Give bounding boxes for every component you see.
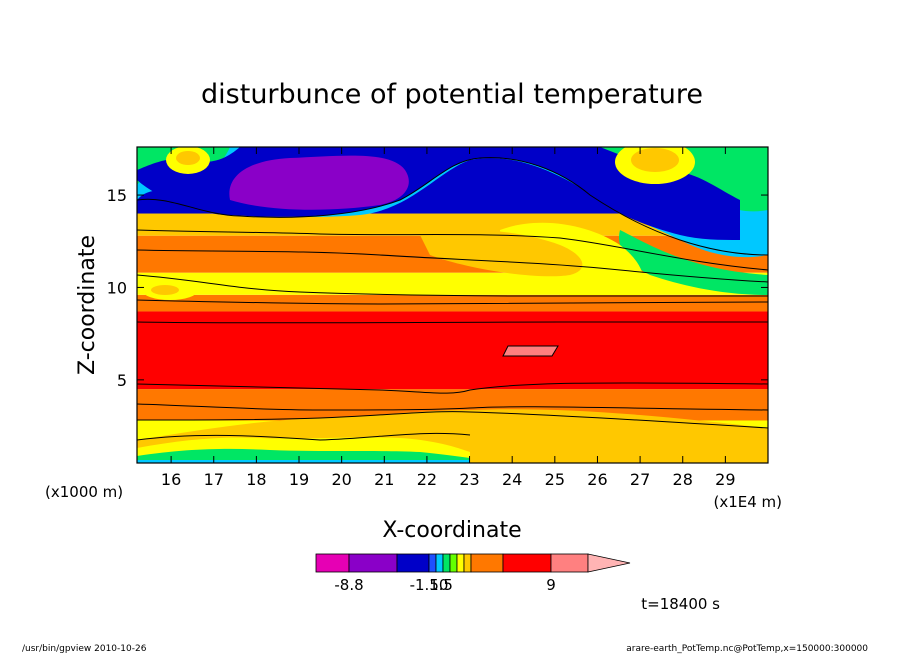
y-axis-label: Z-coordinate [75,235,100,375]
x-tick-label: 26 [587,470,607,489]
warm-cell-left-mid-core [151,285,179,295]
contour-band-4 [137,311,768,390]
footer-left: /usr/bin/gpview 2010-10-26 [22,644,147,654]
colorbar-segment [428,553,437,573]
colorbar: -8.8 -1.501.5 9 [315,553,631,594]
colorbar-label: 9 [546,576,556,594]
x-unit-right: (x1E4 m) [713,493,782,511]
warm-max-pink [502,345,559,357]
colorbar-label: -8.8 [334,576,363,594]
x-axis: 16 17 18 19 20 21 22 23 24 25 26 27 28 29 [161,147,736,489]
cold-layer-green-lower-right [619,230,768,295]
x-tick-label: 22 [417,470,437,489]
x-tick-label: 24 [502,470,522,489]
plot-frame [136,146,769,464]
colorbar-segment [470,553,504,573]
x-tick-label: 16 [161,470,181,489]
y-tick-label: 15 [107,186,127,205]
colorbar-segment [435,553,444,573]
x-tick-label: 18 [246,470,266,489]
x-tick-label: 21 [374,470,394,489]
x-tick-label: 25 [545,470,565,489]
colorbar-segment [502,553,552,573]
time-label: t=18400 s [641,595,720,613]
x-tick-label: 23 [459,470,479,489]
colorbar-segment [396,553,430,573]
y-tick-label: 5 [117,371,127,390]
x-tick-label: 19 [289,470,309,489]
contour-plot [137,147,768,463]
surface-layer-green [137,448,470,463]
chart-title: disturbunce of potential temperature [201,79,703,110]
y-tick-label: 10 [107,278,127,297]
colorbar-segment [550,553,589,573]
x-tick-label: 17 [204,470,224,489]
x-tick-label: 27 [630,470,650,489]
contour-band-8 [137,213,768,236]
warm-cell-left-core [176,151,200,165]
x-tick-label: 20 [331,470,351,489]
x-unit-left: (x1000 m) [45,483,123,501]
warm-cell-right-core [631,148,679,172]
y-axis: 5 10 15 [107,186,768,390]
colorbar-segment [315,553,350,573]
colorbar-label: 1.5 [429,576,453,594]
warm-lobe-orange [420,229,583,277]
colorbar-segment [442,553,451,573]
colorbar-segment [348,553,398,573]
colorbar-segment [449,553,458,573]
surface-layer-cyan [137,460,470,463]
colorbar-label: -1.50 [410,576,449,594]
colorbar-arrow [587,553,631,573]
footer-right: arare-earth_PotTemp.nc@PotTemp,x=150000:… [626,644,868,654]
x-tick-label: 28 [673,470,693,489]
cold-core-purple [229,155,409,210]
x-axis-label: X-coordinate [382,518,521,543]
colorbar-segment [456,553,465,573]
x-tick-label: 29 [715,470,735,489]
colorbar-segment [463,553,472,573]
